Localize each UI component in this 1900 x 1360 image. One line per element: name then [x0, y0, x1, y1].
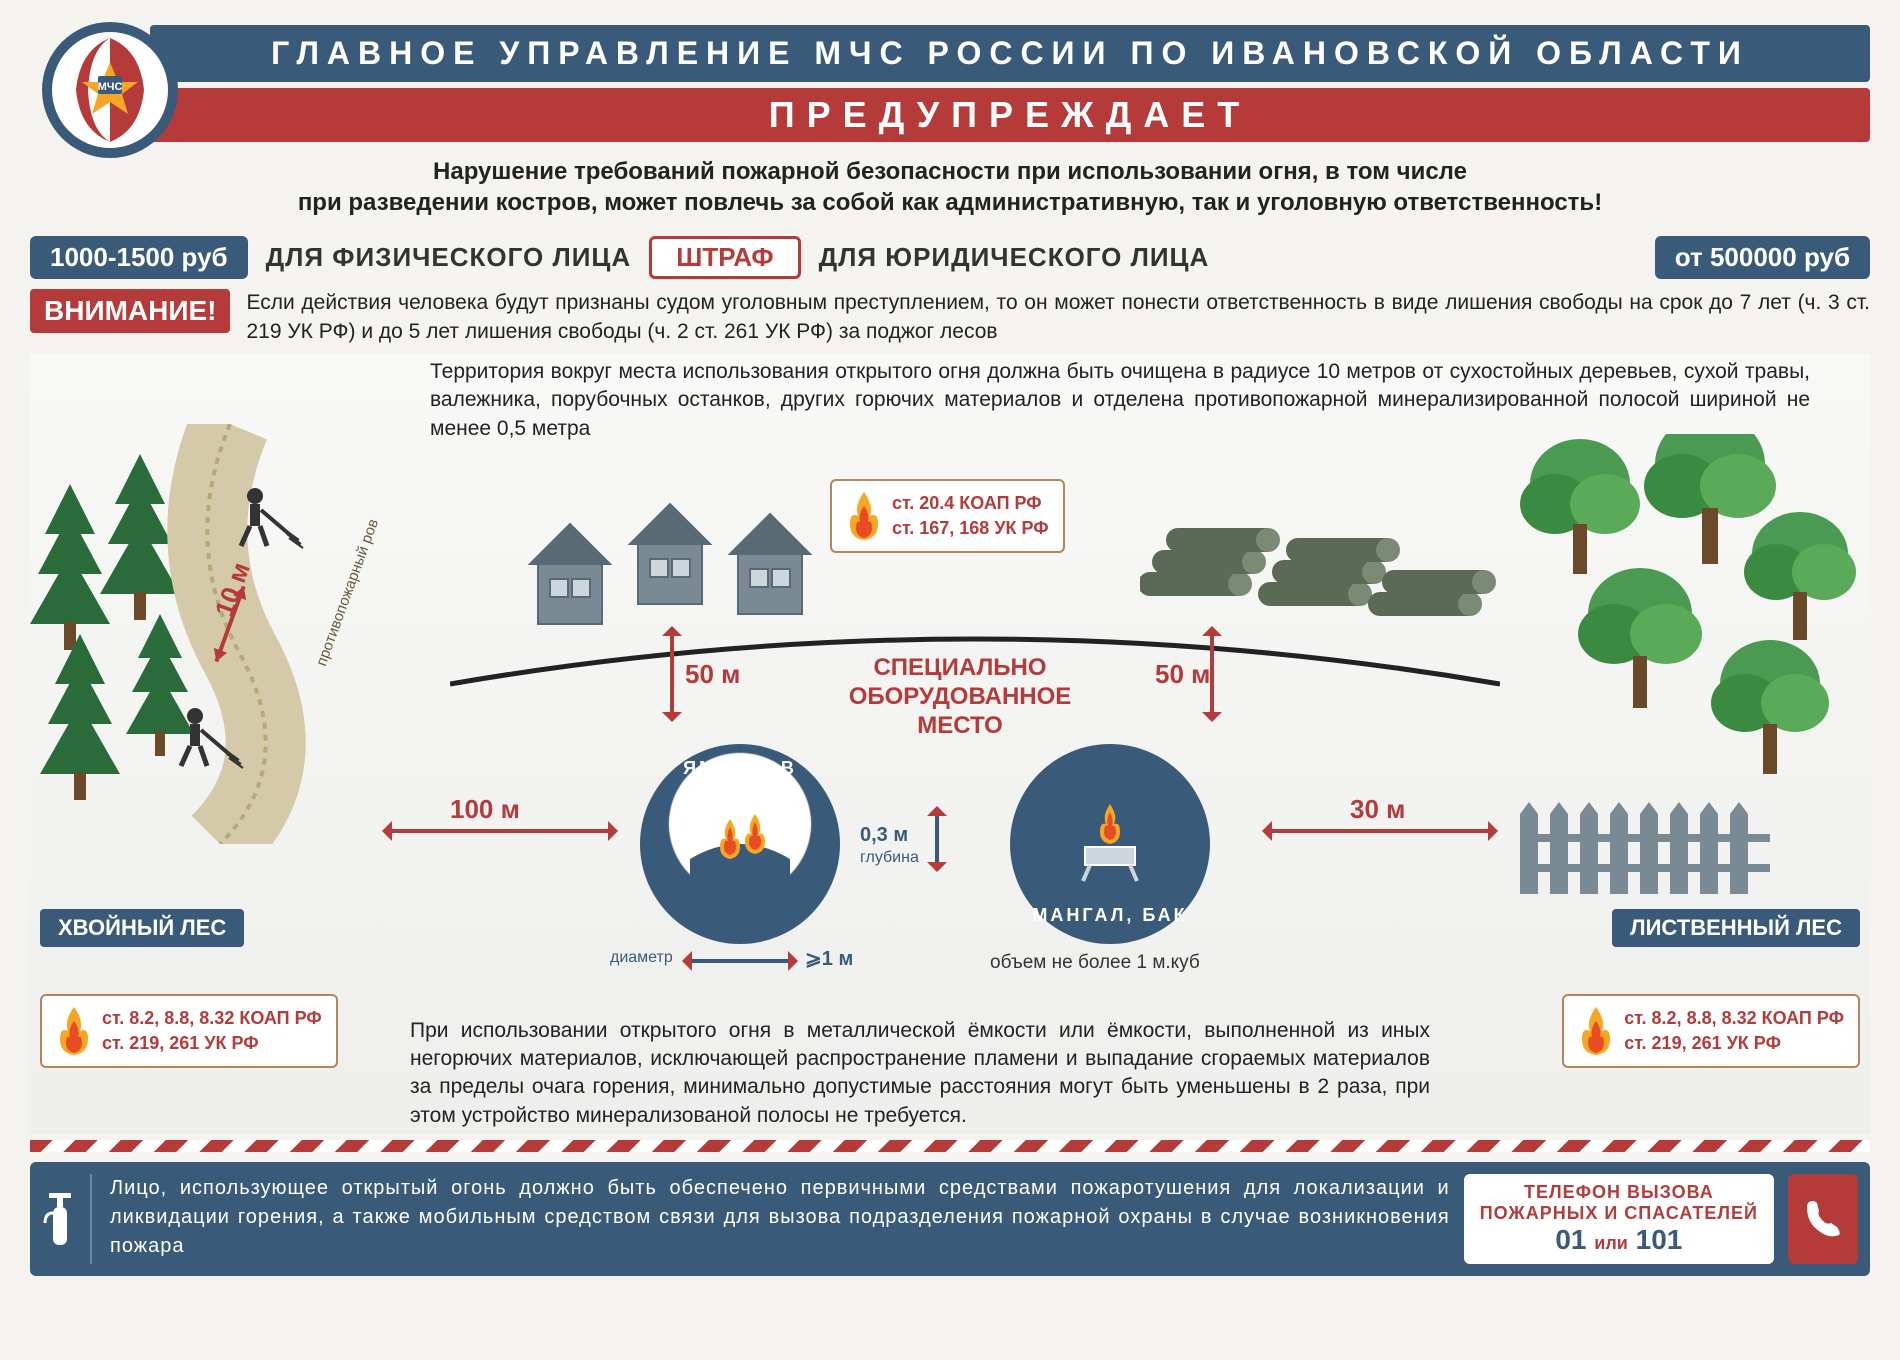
law-left-l1: ст. 8.2, 8.8, 8.32 КОАП РФ	[102, 1006, 322, 1031]
pit-diameter-label: диаметр	[610, 949, 673, 967]
law-box-center: ст. 20.4 КОАП РФ ст. 167, 168 УК РФ	[830, 479, 1065, 553]
diameter-arrow	[690, 959, 790, 963]
law-box-left: ст. 8.2, 8.8, 8.32 КОАП РФ ст. 219, 261 …	[40, 994, 338, 1068]
phone-a: 01	[1555, 1224, 1586, 1255]
dist-100m: 100 м	[450, 794, 520, 825]
svg-text:МЧС: МЧС	[98, 81, 123, 93]
flame-icon	[56, 1007, 92, 1055]
flame-icon	[1578, 1007, 1614, 1055]
header-warns: ПРЕДУПРЕЖДАЕТ	[150, 88, 1870, 142]
pit-diameter: ⩾1 м	[805, 946, 853, 971]
dist-50m-right: 50 м	[1155, 659, 1210, 690]
arrow-50m-left	[670, 634, 674, 714]
bbq-label: МАНГАЛ, БАК	[1032, 905, 1187, 926]
phone-box: ТЕЛЕФОН ВЫЗОВА ПОЖАРНЫХ И СПАСАТЕЛЕЙ 01 …	[1464, 1174, 1774, 1264]
phone-icon	[1788, 1174, 1858, 1264]
fine-row: 1000-1500 руб ДЛЯ ФИЗИЧЕСКОГО ЛИЦА ШТРАФ…	[30, 236, 1870, 279]
fine-badge: ШТРАФ	[649, 236, 800, 279]
fire-pit-badge: ЯМА, РОВ	[640, 744, 840, 944]
phone-title: ТЕЛЕФОН ВЫЗОВА ПОЖАРНЫХ И СПАСАТЕЛЕЙ	[1480, 1182, 1758, 1224]
extinguisher-icon	[42, 1174, 92, 1264]
dist-30m: 30 м	[1350, 794, 1405, 825]
pit-flames-icon	[690, 809, 790, 899]
law-center-l1: ст. 20.4 КОАП РФ	[892, 491, 1049, 516]
depth-arrow	[935, 814, 939, 864]
coniferous-forest-icon	[30, 424, 360, 844]
territory-rule: Территория вокруг места использования от…	[430, 358, 1810, 443]
pit-depth: 0,3 м	[860, 824, 908, 847]
arrow-50m-right	[1210, 634, 1214, 714]
deciduous-label: ЛИСТВЕННЫЙ ЛЕС	[1612, 909, 1860, 947]
law-right-l1: ст. 8.2, 8.8, 8.32 КОАП РФ	[1624, 1006, 1844, 1031]
attention-row: ВНИМАНИЕ! Если действия человека будут п…	[30, 289, 1870, 346]
phone-b: 101	[1636, 1224, 1683, 1255]
bbq-badge: МАНГАЛ, БАК	[1010, 744, 1210, 944]
phone-or: или	[1594, 1233, 1628, 1253]
header-org: ГЛАВНОЕ УПРАВЛЕНИЕ МЧС РОССИИ ПО ИВАНОВС…	[150, 25, 1870, 82]
footer-text: Лицо, использующее открытый огонь должно…	[110, 1174, 1450, 1264]
deciduous-forest-icon	[1500, 434, 1870, 914]
footer-bar: Лицо, использующее открытый огонь должно…	[30, 1162, 1870, 1276]
fine-legal-amount: от 500000 руб	[1655, 236, 1870, 279]
fine-legal-label: ДЛЯ ЮРИДИЧЕСКОГО ЛИЦА	[819, 242, 1210, 273]
arrow-100m	[390, 829, 610, 833]
intro-text: Нарушение требований пожарной безопаснос…	[30, 148, 1870, 232]
center-title: СПЕЦИАЛЬНО ОБОРУДОВАННОЕ МЕСТО	[840, 654, 1080, 740]
mchs-emblem-icon: МЧС	[40, 20, 180, 160]
fire-safety-diagram: Территория вокруг места использования от…	[30, 354, 1870, 1134]
pit-label: ЯМА, РОВ	[683, 758, 797, 779]
pit-depth-label: глубина	[860, 849, 919, 867]
bbq-volume: объем не более 1 м.куб	[990, 952, 1200, 974]
arrow-30m	[1270, 829, 1490, 833]
attention-badge: ВНИМАНИЕ!	[30, 289, 230, 333]
law-center-l2: ст. 167, 168 УК РФ	[892, 516, 1049, 541]
law-right-l2: ст. 219, 261 УК РФ	[1624, 1031, 1844, 1056]
flame-icon	[846, 492, 882, 540]
hazard-stripe	[30, 1140, 1870, 1152]
fine-individual-label: ДЛЯ ФИЗИЧЕСКОГО ЛИЦА	[266, 242, 632, 273]
houses-icon	[510, 484, 830, 634]
dist-50m-left: 50 м	[685, 659, 740, 690]
coniferous-label: ХВОЙНЫЙ ЛЕС	[40, 909, 244, 947]
law-box-right: ст. 8.2, 8.8, 8.32 КОАП РФ ст. 219, 261 …	[1562, 994, 1860, 1068]
container-rule: При использовании открытого огня в метал…	[410, 1017, 1430, 1130]
log-stacks-icon	[1140, 504, 1500, 634]
law-left-l2: ст. 219, 261 УК РФ	[102, 1031, 322, 1056]
fine-individual-amount: 1000-1500 руб	[30, 236, 248, 279]
attention-text: Если действия человека будут признаны су…	[246, 289, 1870, 346]
bbq-icon	[1065, 799, 1155, 889]
